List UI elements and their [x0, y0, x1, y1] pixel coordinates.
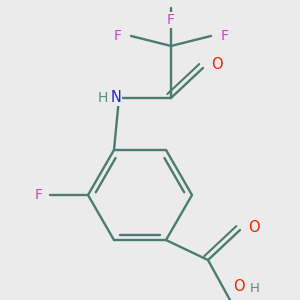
- Text: H: H: [97, 91, 108, 105]
- Text: N: N: [111, 91, 122, 106]
- Text: O: O: [233, 279, 245, 294]
- Text: O: O: [249, 220, 260, 235]
- Text: H: H: [250, 282, 260, 295]
- Text: F: F: [113, 29, 122, 43]
- Text: F: F: [220, 29, 229, 43]
- Text: O: O: [212, 58, 223, 73]
- Text: F: F: [167, 13, 175, 27]
- Text: F: F: [34, 188, 43, 202]
